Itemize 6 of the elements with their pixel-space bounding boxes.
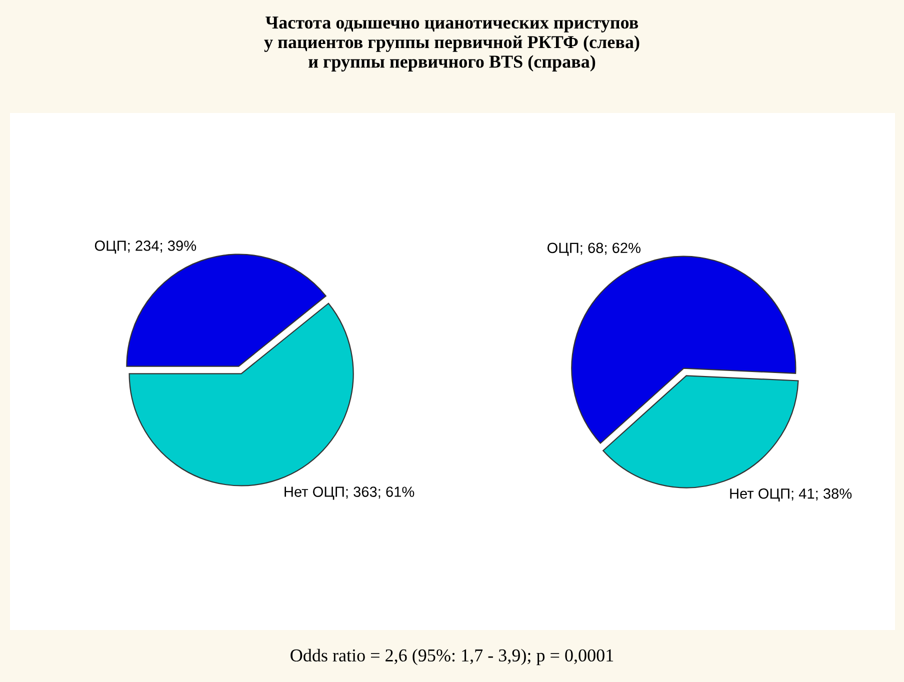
slice-label: ОЦП; 68; 62%	[547, 242, 640, 256]
slice-label: Нет ОЦП; 363; 61%	[284, 486, 414, 500]
slice-label: ОЦП; 234; 39%	[94, 240, 196, 254]
text: Odds ratio = 2,6 (95%: 1,7 - 3,9); p = 0,0001	[290, 648, 614, 666]
slice-label: Нет ОЦП; 41; 38%	[730, 488, 852, 502]
text: Частота одышечно цианотических приступов у пациентов группы первичной РКТФ (слева) и группы первичного BTS (справа)	[264, 16, 640, 72]
